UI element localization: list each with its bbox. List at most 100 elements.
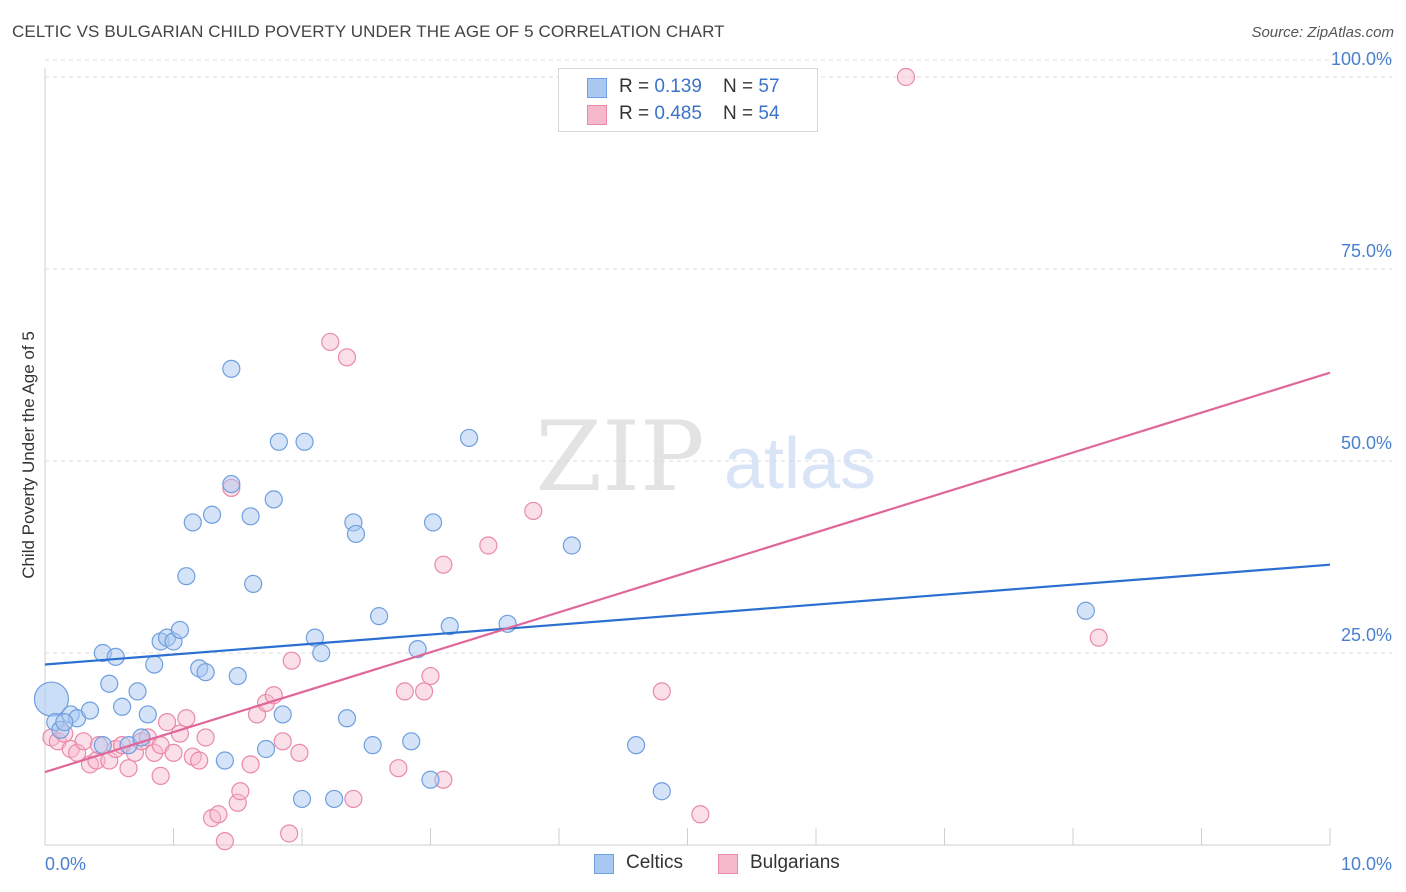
celtics-point bbox=[562, 536, 581, 555]
celtics-point bbox=[222, 359, 241, 378]
celtics-point bbox=[325, 789, 344, 809]
legend-n-label: N = bbox=[723, 103, 759, 124]
celtics-point bbox=[80, 701, 100, 720]
celtics-point bbox=[408, 640, 427, 659]
legend-n-value: 54 bbox=[758, 103, 780, 124]
bulgarians-point bbox=[209, 805, 228, 824]
celtics-point bbox=[363, 736, 382, 755]
x-tick-label: 10.0% bbox=[1341, 854, 1392, 874]
tick-labels: 25.0% 50.0% 75.0% 100.0% 0.0% 10.0% bbox=[45, 49, 1392, 874]
legend-r-value: 0.139 bbox=[654, 76, 702, 97]
celtics-point bbox=[100, 674, 119, 693]
celtics-swatch bbox=[587, 78, 607, 98]
x-tick-label: 0.0% bbox=[45, 854, 86, 874]
bulgarians-point bbox=[1089, 628, 1108, 647]
celtics-point bbox=[423, 513, 443, 532]
bulgarians-point bbox=[280, 824, 299, 843]
y-axis-label: Child Poverty Under the Age of 5 bbox=[19, 331, 38, 579]
celtics-point bbox=[402, 732, 421, 751]
celtics-point bbox=[222, 474, 241, 494]
trend-lines bbox=[44, 371, 1331, 774]
celtics-point bbox=[138, 705, 157, 724]
bulgarians-point bbox=[157, 713, 177, 732]
celtics-point bbox=[106, 647, 125, 666]
celtics-point bbox=[337, 709, 357, 728]
bulgarians-point bbox=[196, 728, 215, 747]
celtics-point bbox=[346, 524, 366, 544]
chart-title: CELTIC VS BULGARIAN CHILD POVERTY UNDER … bbox=[12, 22, 725, 41]
bulgarians-point bbox=[119, 759, 138, 778]
bulgarians-point bbox=[228, 793, 247, 812]
bulgarians-point bbox=[389, 759, 408, 778]
celtics-point bbox=[370, 607, 389, 626]
celtics-point bbox=[128, 682, 147, 701]
bulgarians-point bbox=[241, 755, 260, 774]
bulgarians-point bbox=[434, 555, 453, 574]
bulgarians-trend-line bbox=[44, 371, 1331, 774]
bulgarians-point bbox=[479, 536, 498, 555]
legend-r-label: R = bbox=[619, 76, 655, 97]
y-tick-label: 50.0% bbox=[1341, 433, 1392, 453]
bulgarians-point bbox=[273, 732, 292, 751]
source-label: Source: ZipAtlas.com bbox=[1251, 24, 1394, 41]
celtics-point bbox=[273, 705, 292, 724]
legend-r-label: R = bbox=[619, 103, 655, 124]
celtics-point bbox=[145, 655, 164, 674]
celtics-point bbox=[196, 663, 215, 682]
bulgarians-point bbox=[344, 789, 363, 809]
y-tick-label: 25.0% bbox=[1341, 625, 1392, 645]
celtics-point bbox=[421, 770, 440, 789]
bulgarians-point bbox=[421, 666, 440, 686]
celtics-point bbox=[269, 432, 288, 451]
bulgarians-point bbox=[151, 766, 170, 785]
celtics-point bbox=[305, 628, 324, 647]
bulgarians-point bbox=[290, 743, 309, 762]
y-tick-label: 100.0% bbox=[1331, 49, 1392, 69]
celtics-point bbox=[652, 782, 671, 801]
celtics-point bbox=[256, 739, 276, 759]
bulgarians-point bbox=[190, 751, 209, 770]
bulgarians-point bbox=[282, 651, 301, 670]
celtics-point bbox=[440, 617, 459, 636]
celtics-point bbox=[228, 666, 247, 686]
bulgarians-point bbox=[74, 732, 93, 751]
celtics-point bbox=[183, 513, 202, 532]
bottom-legend-label: Celtics bbox=[626, 852, 684, 873]
bulgarians-point bbox=[164, 743, 183, 762]
legend-r-value: 0.485 bbox=[654, 103, 702, 124]
celtics-point bbox=[244, 574, 263, 593]
bulgarians-point bbox=[524, 501, 543, 521]
bulgarians-swatch bbox=[718, 854, 738, 874]
bulgarians-point bbox=[395, 682, 414, 701]
bulgarians-point bbox=[896, 67, 916, 87]
legend: R = 0.139 N = 57 R = 0.485 N = 54 bbox=[558, 68, 818, 132]
celtics-point bbox=[264, 490, 283, 509]
watermark-zip: ZIP bbox=[535, 401, 704, 513]
celtics-point bbox=[202, 505, 222, 524]
celtics-trend-line bbox=[44, 563, 1331, 666]
bulgarians-point bbox=[321, 332, 340, 352]
celtics-point bbox=[1076, 601, 1095, 620]
celtics-point bbox=[112, 697, 132, 716]
watermark: ZIP atlas bbox=[535, 401, 876, 513]
celtics-point bbox=[241, 507, 260, 526]
celtics-point bbox=[459, 428, 479, 448]
bulgarians-point bbox=[691, 805, 710, 824]
celtics-point bbox=[626, 736, 646, 755]
axes bbox=[44, 68, 1331, 846]
celtics-point bbox=[215, 751, 234, 770]
celtics-point bbox=[292, 789, 312, 809]
y-tick-label: 75.0% bbox=[1341, 241, 1392, 261]
celtics-point bbox=[55, 713, 74, 732]
grid-lines bbox=[45, 59, 1392, 654]
bulgarians-swatch bbox=[587, 105, 607, 125]
legend-n-value: 57 bbox=[758, 76, 780, 97]
bottom-legend-label: Bulgarians bbox=[750, 852, 840, 873]
bulgarians-point bbox=[414, 682, 434, 701]
celtics-swatch bbox=[594, 854, 614, 874]
celtics-point bbox=[312, 643, 331, 663]
bulgarians-point bbox=[652, 682, 671, 701]
celtics-points bbox=[33, 359, 1095, 809]
celtics-point bbox=[177, 567, 196, 586]
